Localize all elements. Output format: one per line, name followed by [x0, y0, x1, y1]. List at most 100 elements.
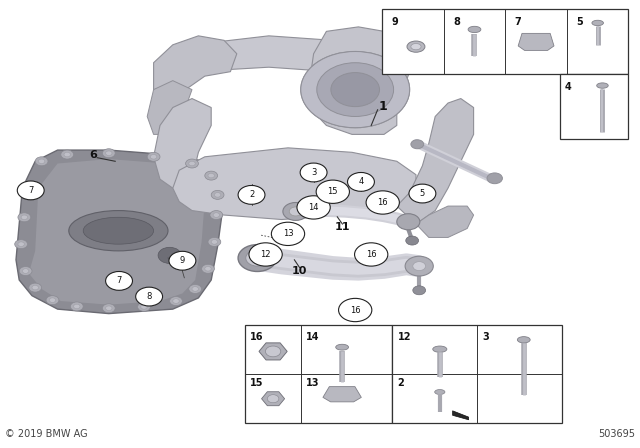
Circle shape — [397, 214, 420, 230]
Circle shape — [208, 237, 221, 246]
Circle shape — [35, 157, 48, 166]
Ellipse shape — [407, 41, 425, 52]
Text: 7: 7 — [515, 17, 521, 27]
Circle shape — [413, 262, 426, 271]
Circle shape — [252, 254, 262, 262]
Text: 16: 16 — [366, 250, 376, 259]
Text: 7: 7 — [28, 186, 33, 195]
Text: 16: 16 — [350, 306, 360, 314]
Circle shape — [246, 250, 269, 266]
Circle shape — [214, 193, 221, 197]
Text: 3: 3 — [311, 168, 316, 177]
Text: 14: 14 — [308, 203, 319, 212]
Text: 5: 5 — [576, 17, 583, 27]
Circle shape — [173, 299, 179, 303]
Text: 13: 13 — [283, 229, 293, 238]
Polygon shape — [259, 343, 287, 360]
Circle shape — [106, 271, 132, 290]
Ellipse shape — [596, 83, 608, 88]
Text: 15: 15 — [328, 187, 338, 196]
Circle shape — [205, 171, 218, 180]
Bar — [382, 9, 628, 74]
Polygon shape — [257, 251, 419, 275]
Circle shape — [210, 211, 223, 220]
Circle shape — [150, 155, 157, 159]
Bar — [392, 325, 562, 423]
Bar — [245, 325, 392, 423]
Circle shape — [339, 298, 372, 322]
Circle shape — [158, 247, 181, 263]
Polygon shape — [154, 36, 237, 108]
Circle shape — [138, 302, 150, 311]
Text: 5: 5 — [420, 189, 425, 198]
Text: 11: 11 — [335, 222, 350, 232]
Circle shape — [316, 180, 349, 203]
Circle shape — [405, 256, 433, 276]
Ellipse shape — [336, 344, 349, 350]
Circle shape — [317, 63, 394, 116]
Text: 8: 8 — [453, 17, 460, 27]
Circle shape — [249, 243, 282, 266]
Circle shape — [141, 305, 147, 309]
Polygon shape — [397, 99, 474, 224]
Circle shape — [46, 296, 59, 305]
Text: 12: 12 — [397, 332, 411, 341]
Polygon shape — [307, 27, 410, 134]
Text: 3: 3 — [483, 332, 489, 341]
Circle shape — [211, 240, 218, 244]
Circle shape — [208, 173, 214, 178]
Circle shape — [102, 304, 115, 313]
Ellipse shape — [69, 211, 168, 251]
Circle shape — [15, 240, 28, 249]
Circle shape — [189, 161, 195, 166]
Circle shape — [17, 181, 44, 200]
Circle shape — [487, 173, 502, 184]
Circle shape — [22, 269, 29, 273]
Circle shape — [300, 163, 327, 182]
Circle shape — [238, 185, 265, 204]
Polygon shape — [16, 150, 224, 314]
Circle shape — [18, 213, 31, 222]
Text: 4: 4 — [358, 177, 364, 186]
Circle shape — [331, 73, 380, 107]
Ellipse shape — [83, 217, 154, 244]
Text: 9: 9 — [391, 17, 398, 27]
Circle shape — [21, 215, 28, 220]
Text: 7: 7 — [116, 276, 122, 285]
Text: 16: 16 — [250, 332, 264, 341]
Circle shape — [32, 285, 38, 290]
Text: 2: 2 — [249, 190, 254, 199]
Text: 13: 13 — [306, 378, 319, 388]
Polygon shape — [416, 206, 474, 237]
Circle shape — [106, 151, 112, 155]
Circle shape — [70, 302, 83, 311]
Circle shape — [348, 172, 374, 191]
Circle shape — [24, 189, 37, 198]
Circle shape — [301, 52, 410, 128]
Text: 2: 2 — [397, 378, 404, 388]
Circle shape — [49, 298, 56, 302]
Circle shape — [271, 222, 305, 246]
Text: 14: 14 — [306, 332, 319, 341]
Circle shape — [301, 52, 410, 128]
Bar — [560, 74, 628, 139]
Ellipse shape — [411, 43, 421, 50]
Circle shape — [331, 73, 380, 107]
Circle shape — [409, 184, 436, 203]
Circle shape — [136, 287, 163, 306]
Circle shape — [189, 284, 202, 293]
Text: 6: 6 — [89, 150, 97, 159]
Polygon shape — [147, 81, 192, 134]
Circle shape — [38, 159, 45, 164]
Circle shape — [289, 207, 302, 216]
Circle shape — [19, 267, 32, 276]
Circle shape — [28, 191, 34, 196]
Circle shape — [102, 149, 115, 158]
Ellipse shape — [517, 336, 530, 343]
Text: 16: 16 — [378, 198, 388, 207]
Circle shape — [192, 287, 198, 291]
Circle shape — [238, 245, 276, 271]
Circle shape — [355, 243, 388, 266]
Circle shape — [202, 264, 214, 273]
Circle shape — [266, 346, 281, 357]
